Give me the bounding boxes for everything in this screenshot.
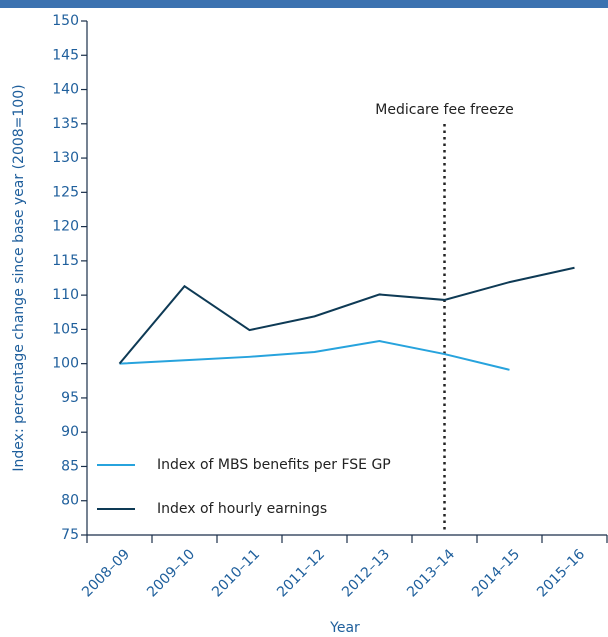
y-tick-label: 125 — [52, 184, 79, 200]
x-tick-label: 2009–10 — [144, 546, 198, 600]
x-tick-label: 2014–15 — [469, 546, 523, 600]
x-tick-label: 2013–14 — [404, 546, 458, 600]
x-tick-label: 2010–11 — [209, 546, 263, 600]
y-tick-label: 150 — [52, 13, 79, 29]
x-tick-label: 2015–16 — [534, 546, 588, 600]
series-line — [119, 340, 510, 371]
y-tick-label: 90 — [61, 424, 79, 440]
series-line — [118, 266, 575, 365]
y-tick-label: 105 — [52, 321, 79, 337]
y-tick-label: 80 — [61, 493, 79, 509]
y-axis-label: Index: percentage change since base year… — [11, 84, 27, 471]
y-tick-label: 120 — [52, 219, 79, 235]
y-tick-label: 135 — [52, 116, 79, 132]
y-tick-label: 145 — [52, 47, 79, 63]
y-tick-label: 110 — [52, 287, 79, 303]
y-tick-label: 75 — [61, 527, 79, 543]
y-tick-label: 85 — [61, 458, 79, 474]
top-bar — [0, 0, 608, 8]
annotation: Medicare fee freeze — [375, 102, 513, 118]
legend-label: Index of MBS benefits per FSE GP — [157, 457, 391, 473]
y-tick-label: 95 — [61, 390, 79, 406]
x-tick-label: 2008–09 — [79, 546, 133, 600]
y-tick-label: 140 — [52, 82, 79, 98]
legend-label: Index of hourly earnings — [157, 501, 327, 517]
x-tick-label: 2011–12 — [274, 546, 328, 600]
y-tick-label: 130 — [52, 150, 79, 166]
y-tick-label: 100 — [52, 356, 79, 372]
x-axis-label: Year — [329, 620, 360, 636]
y-tick-label: 115 — [52, 253, 79, 269]
x-tick-label: 2012–13 — [339, 546, 393, 600]
